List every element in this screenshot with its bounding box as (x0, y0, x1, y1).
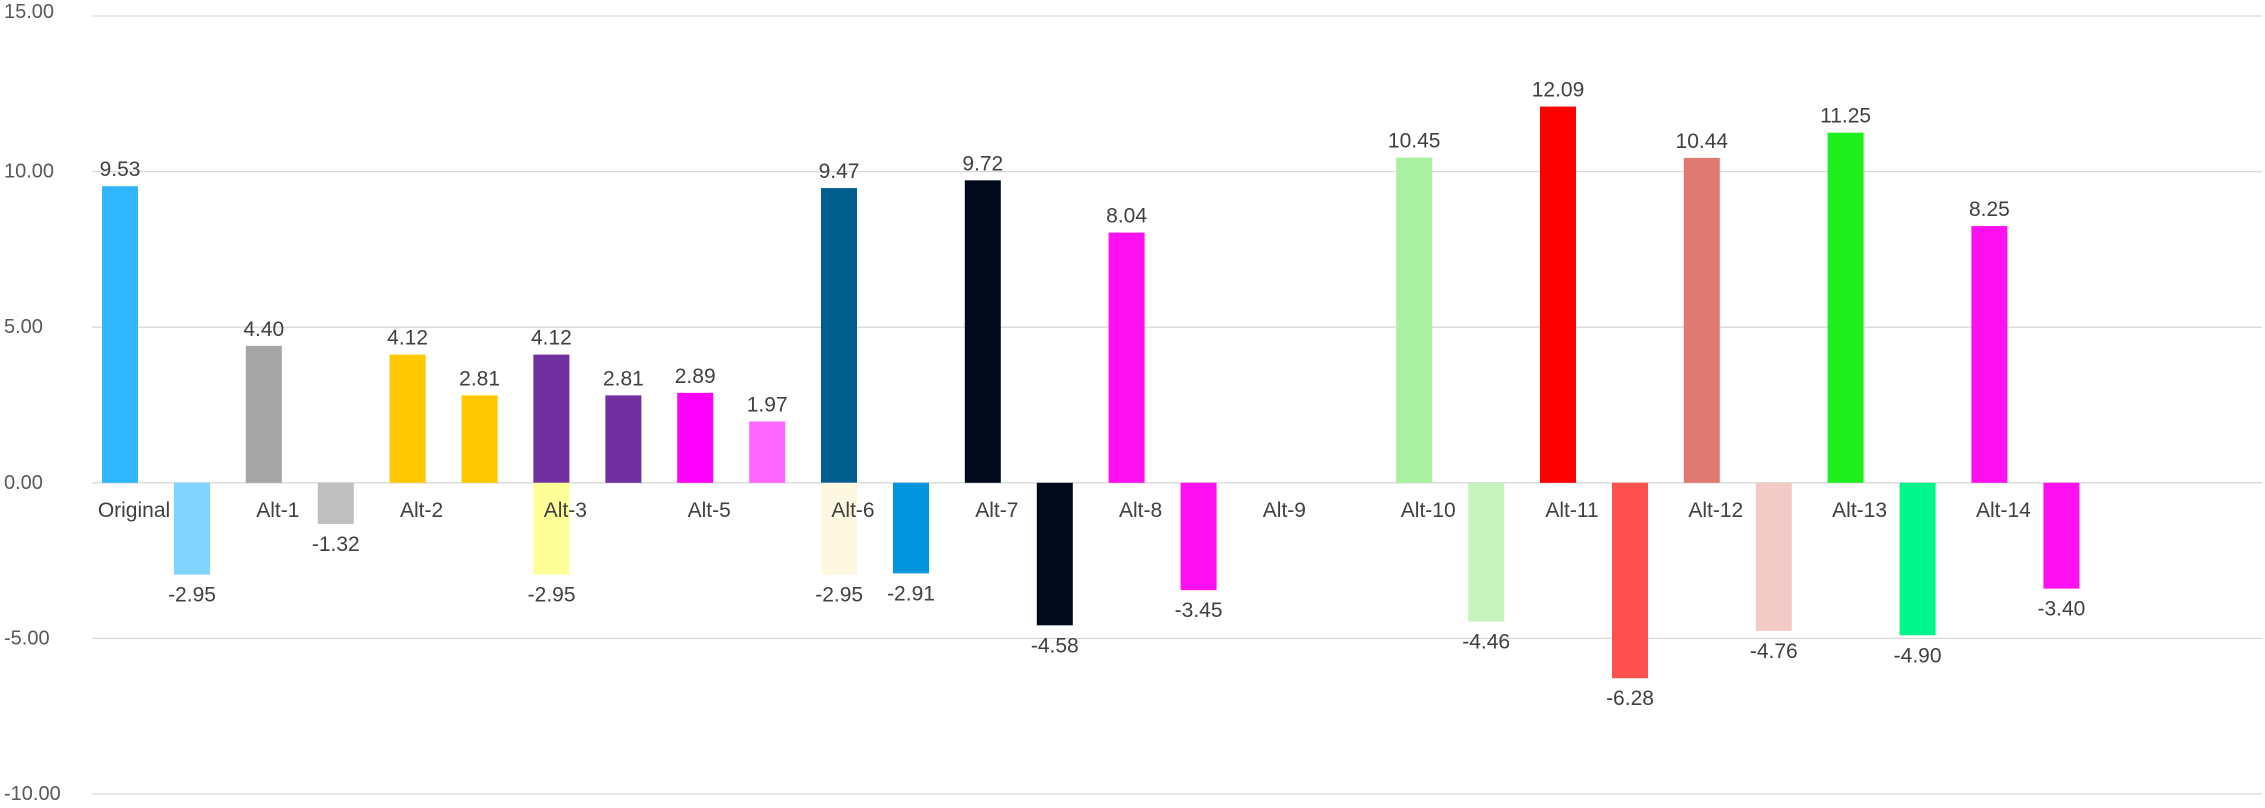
data-label: 4.40 (243, 318, 284, 341)
data-label: 2.81 (603, 367, 644, 390)
x-tick-label: Alt-10 (1401, 499, 1456, 522)
data-label: -3.45 (1175, 599, 1223, 622)
bar (174, 482, 210, 575)
bar (605, 395, 642, 483)
data-label: -6.28 (1606, 687, 1654, 710)
bar (317, 482, 354, 524)
x-tick-label: Alt-7 (975, 499, 1018, 522)
x-tick-label: Alt-12 (1688, 499, 1743, 522)
x-tick-label: Alt-8 (1119, 499, 1162, 522)
bar (1971, 226, 2008, 483)
data-label: 9.72 (962, 152, 1003, 175)
bar (102, 186, 138, 483)
y-axis: 15.00 10.00 5.00 0.00 -5.00 -10.00 (4, 1, 61, 805)
x-tick-label: Alt-1 (256, 499, 299, 522)
data-label: 2.89 (675, 365, 716, 388)
x-tick-label: Alt-5 (688, 499, 731, 522)
data-label: 4.12 (387, 327, 428, 350)
data-label: -2.95 (815, 584, 863, 607)
data-label: -2.91 (887, 582, 935, 605)
gridlines (92, 15, 2262, 795)
bar (1899, 482, 1936, 636)
bar (1755, 482, 1792, 631)
bar (677, 392, 714, 483)
y-tick-label: -5.00 (4, 627, 50, 649)
data-label: 2.81 (459, 367, 500, 390)
x-tick-label: Alt-9 (1263, 499, 1306, 522)
bar (533, 482, 570, 575)
data-label: 9.53 (100, 158, 141, 181)
y-tick-label: 0.00 (4, 472, 43, 494)
bar (964, 180, 1001, 483)
x-tick-label: Original (98, 499, 170, 522)
bar (1396, 157, 1433, 483)
bars (102, 106, 2080, 679)
x-tick-label: Alt-11 (1545, 499, 1598, 522)
bar (893, 482, 929, 574)
data-label: -1.32 (312, 533, 360, 556)
y-tick-label: 15.00 (4, 1, 54, 23)
y-tick-label: 5.00 (4, 316, 43, 338)
bar (821, 482, 858, 575)
bar (821, 188, 857, 483)
bar (1180, 482, 1217, 591)
x-tick-label: Alt-3 (544, 499, 587, 522)
data-label: 9.47 (819, 160, 860, 183)
data-labels: 9.53 4.40 4.12 4.12 2.89 9.47 9.72 8.04 10.45 12.… (100, 79, 2086, 711)
data-label: 4.12 (531, 327, 572, 350)
data-label: 8.04 (1106, 205, 1147, 228)
data-label: 1.97 (747, 393, 788, 416)
data-label: -2.95 (528, 584, 576, 607)
data-label: -4.76 (1750, 640, 1798, 663)
x-tick-label: Alt-14 (1976, 499, 2031, 522)
data-label: -2.95 (168, 584, 216, 607)
bar (1612, 482, 1648, 679)
bar (1683, 157, 1720, 483)
x-tick-label: Alt-6 (831, 499, 874, 522)
data-label: 8.25 (1969, 198, 2010, 221)
bar (1108, 232, 1145, 483)
data-label: 12.09 (1532, 79, 1585, 102)
x-tick-label: Alt-2 (400, 499, 443, 522)
data-label: 10.45 (1388, 130, 1441, 153)
y-tick-label: -10.00 (4, 783, 61, 805)
bar (1036, 482, 1073, 626)
y-tick-label: 10.00 (4, 161, 54, 183)
data-label: -3.40 (2037, 598, 2085, 621)
data-label: 10.44 (1676, 130, 1729, 153)
bar (533, 354, 570, 483)
bar (1540, 106, 1576, 483)
data-label: -4.90 (1894, 644, 1942, 667)
bar (2043, 482, 2080, 589)
bar (389, 354, 426, 483)
bar (461, 395, 498, 483)
bar (749, 421, 786, 483)
data-label: -4.46 (1462, 631, 1510, 654)
bar (245, 345, 282, 483)
x-tick-label: Alt-13 (1832, 499, 1887, 522)
data-label: 11.25 (1820, 105, 1871, 128)
bar (1827, 132, 1864, 483)
x-axis: Original Alt-1 Alt-2 Alt-3 Alt-5 Alt-6 Alt-7 Al… (98, 499, 2031, 522)
data-label: -4.58 (1031, 634, 1079, 657)
bar (1468, 482, 1505, 622)
